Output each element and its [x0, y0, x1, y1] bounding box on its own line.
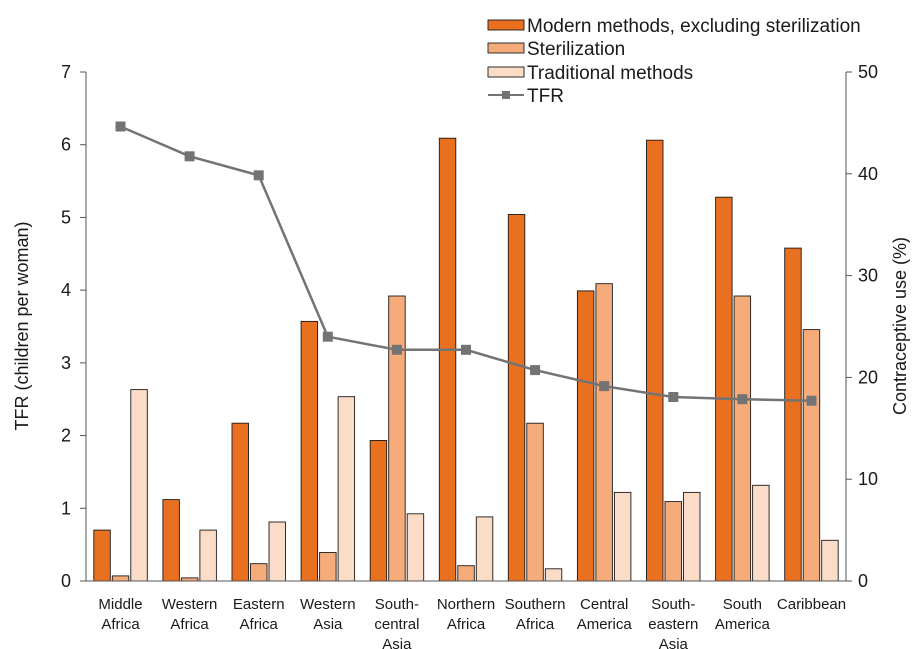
- tfr-point-4: [391, 344, 402, 355]
- x-category-label: central: [374, 616, 419, 633]
- y2-tick-label: 30: [858, 266, 878, 286]
- bar-traditional-methods-5: [475, 516, 494, 582]
- y-axis-title: TFR (children per woman): [12, 221, 32, 430]
- y-tick-label: 4: [61, 280, 71, 300]
- x-category-label: South-: [375, 596, 419, 613]
- tfr-point-9: [737, 394, 748, 405]
- labels-layer: 0 1 2 3 4 5 6 7 0 10 20 30 40 50 Middle Africa Western Af…: [61, 62, 878, 649]
- tfr-point-0: [115, 121, 126, 132]
- legend-label-2: Traditional methods: [527, 63, 693, 84]
- x-category-label: Africa: [240, 616, 279, 633]
- x-category-label: Africa: [101, 616, 140, 633]
- bar-sterilization-4: [388, 295, 406, 582]
- bar-modern-methods-excluding-sterilization-7: [576, 290, 595, 582]
- x-category-label: South-: [651, 596, 695, 613]
- legend-swatch-1: [487, 42, 525, 54]
- y-tick-label: 0: [61, 571, 71, 591]
- bar-sterilization-2: [250, 563, 268, 582]
- legend-marker-tfr: [502, 91, 510, 99]
- bar-sterilization-9: [733, 295, 752, 582]
- bar-modern-methods-excluding-sterilization-1: [162, 499, 180, 582]
- x-category-label: South: [723, 596, 762, 613]
- x-category-label: Caribbean: [777, 596, 846, 613]
- tfr-point-6: [530, 365, 541, 376]
- bar-traditional-methods-3: [337, 396, 356, 582]
- y-tick-label: 6: [61, 135, 71, 155]
- bar-modern-methods-excluding-sterilization-6: [507, 214, 526, 582]
- bar-sterilization-3: [319, 552, 337, 582]
- bar-traditional-methods-6: [544, 568, 563, 582]
- y2-tick-label: 50: [858, 62, 878, 82]
- bar-traditional-methods-9: [752, 484, 770, 582]
- x-category-label: Asia: [382, 636, 412, 649]
- tfr-line-layer: [115, 121, 817, 406]
- legend: Modern methods, excluding sterilizationS…: [487, 16, 861, 107]
- tfr-point-7: [599, 381, 610, 392]
- tfr-point-5: [461, 344, 471, 355]
- y-tick-label: 1: [61, 498, 71, 518]
- y-tick-label: 5: [61, 207, 71, 227]
- x-category-label: America: [577, 616, 633, 633]
- tfr-point-2: [253, 170, 264, 181]
- x-category-label: Southern: [505, 596, 566, 613]
- bar-traditional-methods-8: [683, 491, 701, 582]
- bar-modern-methods-excluding-sterilization-9: [715, 196, 733, 582]
- bar-modern-methods-excluding-sterilization-5: [438, 137, 457, 582]
- y2-tick-label: 20: [858, 367, 878, 387]
- bar-sterilization-0: [111, 575, 130, 582]
- legend-swatch-2: [487, 66, 525, 78]
- y2-tick-label: 0: [858, 571, 868, 591]
- tfr-point-10: [806, 395, 817, 406]
- y-tick-label: 7: [61, 62, 71, 82]
- bar-traditional-methods-7: [613, 491, 632, 582]
- legend-label-0: Modern methods, excluding sterilization: [527, 16, 861, 37]
- bar-traditional-methods-10: [821, 539, 839, 582]
- y-tick-label: 2: [61, 426, 71, 446]
- legend-label-1: Sterilization: [527, 39, 625, 60]
- x-category-label: Africa: [516, 616, 555, 633]
- x-category-label: America: [715, 616, 771, 633]
- x-category-label: Asia: [313, 616, 343, 633]
- bar-sterilization-5: [457, 565, 475, 582]
- x-category-label: Western: [300, 596, 356, 613]
- x-category-label: eastern: [648, 616, 698, 633]
- legend-swatch-0: [487, 19, 525, 31]
- x-category-label: Middle: [98, 596, 142, 613]
- x-category-label: Eastern: [233, 596, 285, 613]
- x-category-label: Western: [162, 596, 218, 613]
- x-category-label: Asia: [659, 636, 689, 649]
- bar-sterilization-7: [595, 283, 613, 582]
- axes-layer: [80, 71, 852, 582]
- x-category-label: Africa: [447, 616, 486, 633]
- legend-label-3: TFR: [527, 86, 564, 107]
- tfr-point-1: [184, 151, 195, 162]
- bar-modern-methods-excluding-sterilization-2: [231, 422, 249, 582]
- bar-sterilization-8: [664, 501, 682, 582]
- x-category-label: Northern: [437, 596, 495, 613]
- x-category-label: Central: [580, 596, 628, 613]
- x-category-label: Africa: [170, 616, 209, 633]
- bar-traditional-methods-0: [130, 389, 148, 582]
- bar-traditional-methods-4: [406, 513, 425, 582]
- bar-modern-methods-excluding-sterilization-4: [369, 440, 388, 582]
- tfr-line: [120, 125, 812, 402]
- bar-modern-methods-excluding-sterilization-3: [300, 320, 319, 582]
- bar-modern-methods-excluding-sterilization-10: [784, 247, 802, 582]
- y2-tick-label: 10: [858, 469, 878, 489]
- y-tick-label: 3: [61, 353, 71, 373]
- bar-modern-methods-excluding-sterilization-8: [646, 139, 664, 582]
- y2-axis-title: Contraceptive use (%): [890, 237, 910, 415]
- bar-sterilization-10: [802, 329, 821, 582]
- bars-layer: [93, 137, 839, 582]
- y2-tick-label: 40: [858, 164, 878, 184]
- bar-traditional-methods-1: [199, 529, 217, 582]
- tfr-point-8: [668, 392, 679, 402]
- bar-sterilization-6: [526, 422, 544, 582]
- bar-traditional-methods-2: [268, 521, 286, 582]
- tfr-point-3: [322, 331, 333, 342]
- bar-modern-methods-excluding-sterilization-0: [93, 529, 111, 582]
